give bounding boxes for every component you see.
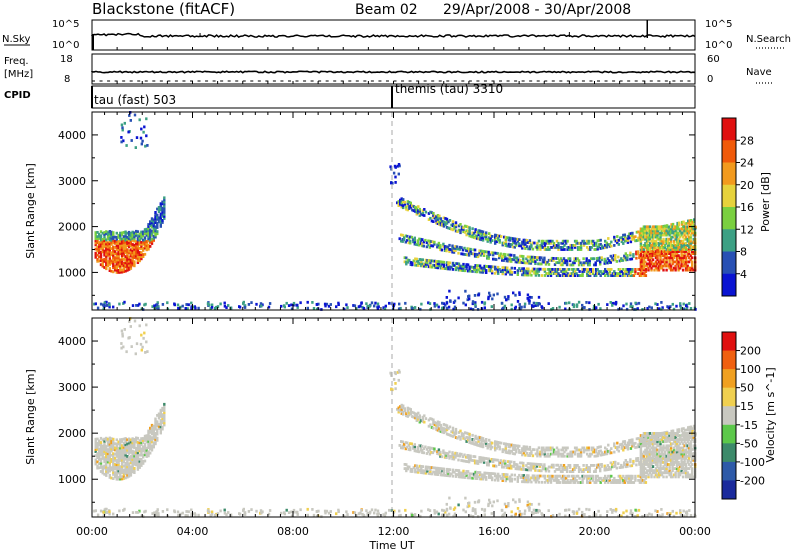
colorbar-tick-label: 12	[740, 223, 754, 236]
colorbar-tick-label: 4	[740, 268, 747, 281]
x-tick-label: 20:00	[579, 525, 611, 538]
x-axis-ticks: 00:00 04:00 08:00 12:00 16:00 20:00 00:00	[76, 525, 711, 538]
colorbar-segment	[722, 207, 736, 230]
colorbar-tick-label: 28	[740, 134, 754, 147]
noise-left-tick-top: 10^5	[52, 19, 79, 30]
freq-left-tick-top: 18	[60, 54, 73, 65]
noise-right-label: N.Search	[746, 34, 791, 45]
colorbar-segment	[722, 251, 736, 275]
velocity-heatmap-data	[93, 317, 697, 518]
freq-label-line1: Freq.	[4, 56, 29, 67]
colorbar-segment	[722, 443, 736, 463]
freq-label-line2: [MHz]	[4, 69, 33, 80]
colorbar-tick-label: 100	[740, 363, 761, 376]
cpid-mode-1: tau (fast) 503	[94, 93, 176, 107]
noise-left-tick-bottom: 10^0	[52, 40, 79, 51]
y-tick-label: 1000	[58, 266, 86, 279]
freq-left-tick-bottom: 8	[64, 74, 70, 85]
y-tick-label: 4000	[58, 129, 86, 142]
colorbar-segment	[722, 118, 736, 141]
y-tick-label: 4000	[58, 335, 86, 348]
cpid-mode-2: themis (tau) 3310	[395, 82, 503, 96]
noise-sky-line	[91, 20, 696, 50]
colorbar-segment	[722, 332, 736, 352]
colorbar-tick-label: 50	[740, 382, 754, 395]
velocity-colorbar: 200 100 50 15 -15 -50 -100 -200	[721, 331, 765, 500]
colorbar-segment	[722, 350, 736, 370]
x-tick-label: 00:00	[679, 525, 711, 538]
x-tick-label: 04:00	[177, 525, 209, 538]
power-colorbar-label: Power [dB]	[759, 172, 772, 232]
noise-right-tick-bottom: 10^0	[705, 40, 732, 51]
colorbar-segment	[722, 140, 736, 163]
velocity-panel: 1000 2000 3000 4000 Slant Range [km] 200 100…	[24, 317, 777, 518]
colorbar-tick-label: 20	[740, 179, 754, 192]
colorbar-segment	[722, 406, 736, 426]
noise-panel: N.Sky 10^5 10^0 10^5 10^0 N.Search	[2, 19, 791, 51]
freq-line	[91, 70, 696, 82]
nave-label: Nave	[746, 67, 772, 78]
colorbar-segment	[722, 229, 736, 252]
plot-title: Blackstone (fitACF)	[92, 0, 235, 18]
colorbar-segment	[722, 424, 736, 444]
colorbar-segment	[722, 387, 736, 407]
velocity-panel-frame	[91, 317, 696, 518]
y-tick-label: 3000	[58, 175, 86, 188]
velocity-colorbar-label: Velocity [m s^-1]	[764, 367, 777, 462]
colorbar-tick-label: -50	[740, 437, 758, 450]
power-heatmap-data	[93, 111, 697, 311]
power-y-label: Slant Range [km]	[24, 163, 37, 259]
cpid-label: CPID	[4, 90, 31, 101]
velocity-y-axis: 1000 2000 3000 4000	[58, 317, 695, 503]
colorbar-segment	[722, 184, 736, 208]
date-range: 29/Apr/2008 - 30/Apr/2008	[443, 2, 631, 18]
colorbar-tick-label: -200	[740, 474, 765, 487]
freq-right-tick-bottom: 0	[707, 74, 713, 85]
y-tick-label: 2000	[58, 221, 86, 234]
noise-left-label: N.Sky	[2, 34, 30, 45]
colorbar-tick-label: -100	[740, 456, 765, 469]
colorbar-tick-label: 200	[740, 345, 761, 358]
x-tick-label: 12:00	[378, 525, 410, 538]
x-tick-label: 08:00	[277, 525, 309, 538]
velocity-y-label: Slant Range [km]	[24, 369, 37, 465]
colorbar-segment	[722, 480, 736, 500]
colorbar-tick-label: -15	[740, 419, 758, 432]
y-tick-label: 1000	[58, 473, 86, 486]
cpid-panel: CPID tau (fast) 503 themis (tau) 3310	[4, 82, 696, 109]
x-axis-label: Time UT	[368, 539, 414, 552]
noise-right-tick-top: 10^5	[705, 19, 732, 30]
freq-right-tick-top: 60	[707, 54, 720, 65]
colorbar-segment	[722, 162, 736, 186]
colorbar-tick-label: 8	[740, 246, 747, 259]
colorbar-segment	[722, 369, 736, 389]
beam-label: Beam 02	[355, 2, 418, 18]
x-tick-label: 16:00	[478, 525, 510, 538]
power-colorbar: 4 8 12 16 20 24 28	[721, 117, 754, 297]
freq-panel: Freq. [MHz] 18 8 60 0 Nave	[4, 53, 772, 85]
colorbar-tick-label: 24	[740, 157, 754, 170]
y-tick-label: 2000	[58, 427, 86, 440]
colorbar-segment	[722, 461, 736, 481]
colorbar-tick-label: 15	[740, 400, 754, 413]
x-tick-label: 00:00	[76, 525, 108, 538]
power-panel: 1000 2000 3000 4000 Slant Range [km] 4 8 12 16…	[24, 47, 772, 311]
power-y-axis: 1000 2000 3000 4000	[58, 111, 695, 296]
power-panel-frame	[91, 111, 696, 311]
y-tick-label: 3000	[58, 381, 86, 394]
colorbar-segment	[722, 273, 736, 297]
colorbar-tick-label: 16	[740, 201, 754, 214]
